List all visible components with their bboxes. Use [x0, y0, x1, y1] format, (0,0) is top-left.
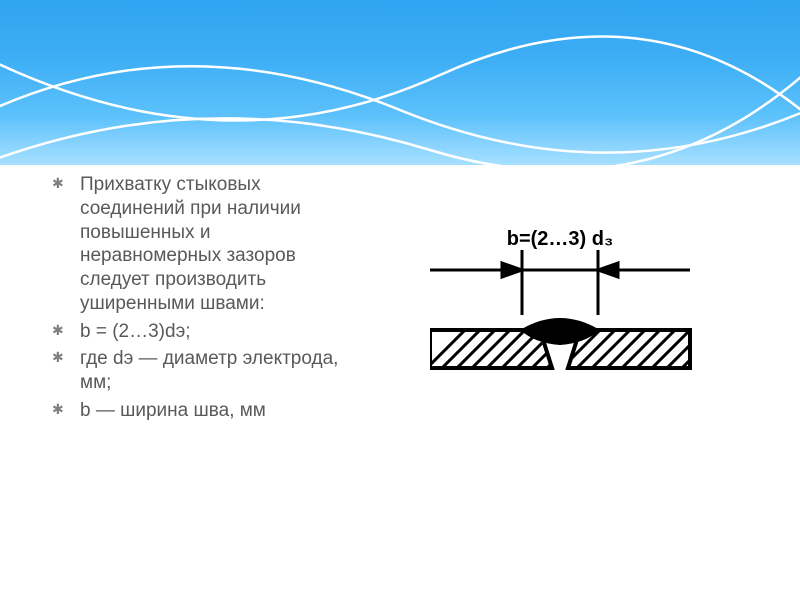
wave-overlay — [0, 0, 800, 165]
diagram-column: b=(2…3) d₃ — [360, 165, 800, 600]
bullet-item: b — ширина шва, мм — [80, 399, 340, 423]
slide-content: Прихватку стыковых соединений при наличи… — [0, 165, 800, 600]
dimension-arrows — [430, 250, 690, 315]
slide-header-decoration — [0, 0, 800, 165]
text-column: Прихватку стыковых соединений при наличи… — [0, 165, 360, 600]
weld-cross-section — [430, 319, 725, 375]
bullet-item: где dэ — диаметр электрода, мм; — [80, 347, 340, 395]
weld-diagram: b=(2…3) d₃ — [430, 230, 730, 430]
bullet-item: Прихватку стыковых соединений при наличи… — [80, 173, 340, 316]
bullet-item: b = (2…3)dэ; — [80, 320, 340, 344]
slide: Прихватку стыковых соединений при наличи… — [0, 0, 800, 600]
dimension-label: b=(2…3) d₃ — [507, 230, 613, 250]
